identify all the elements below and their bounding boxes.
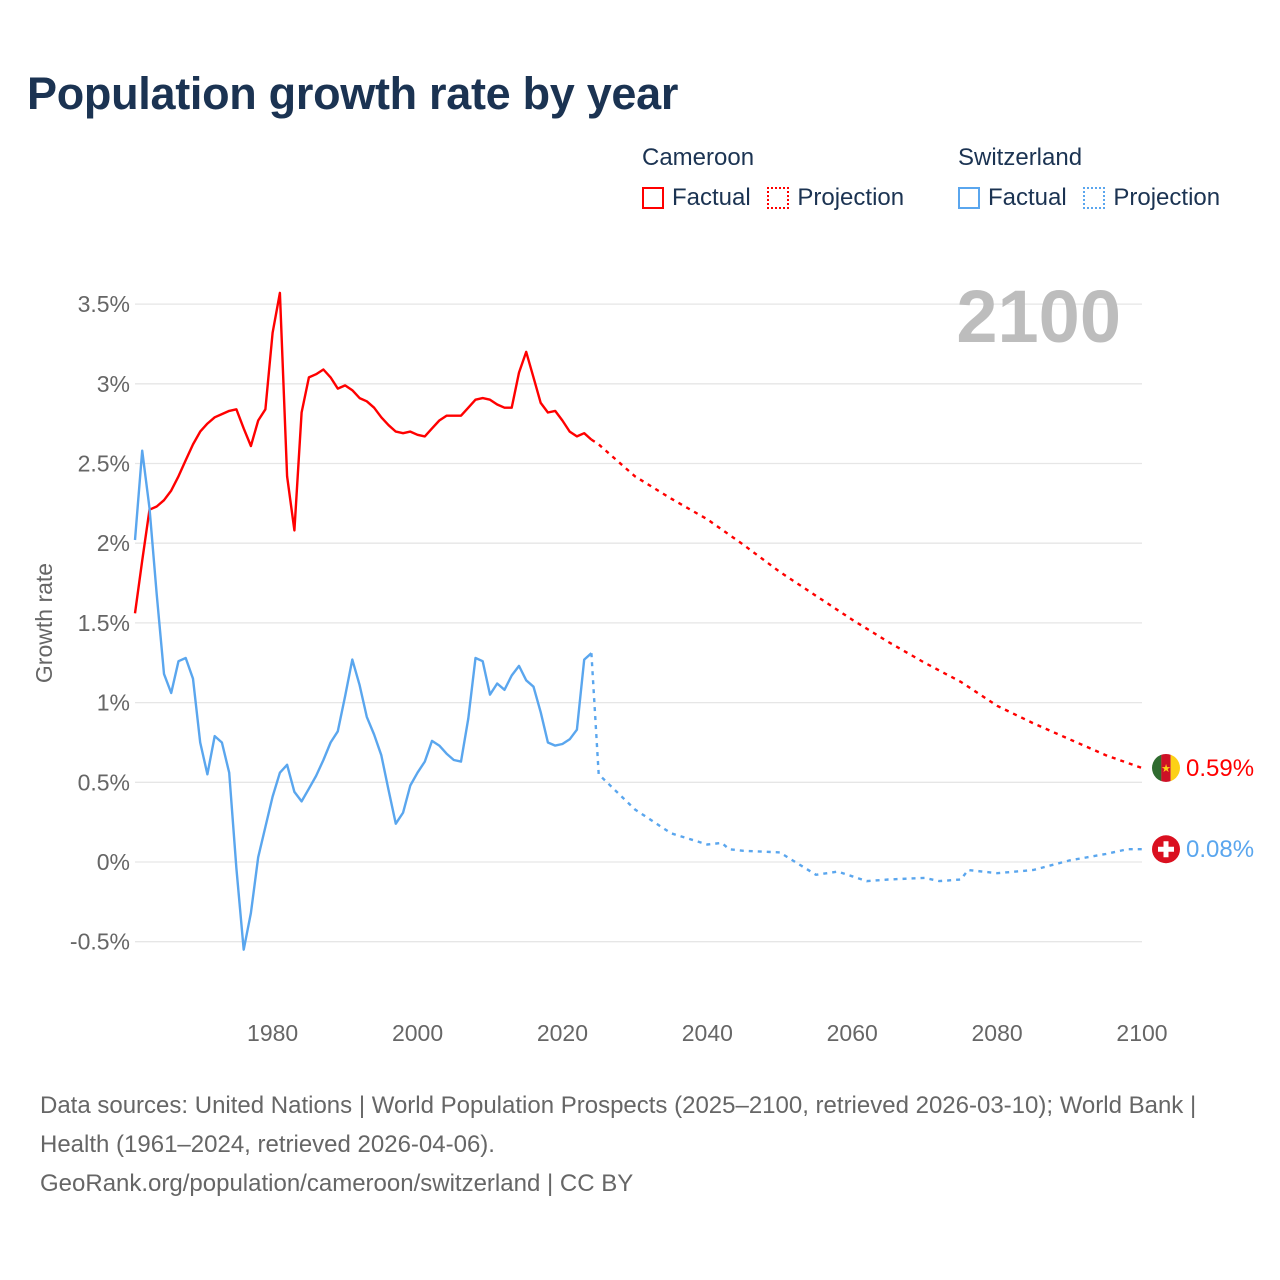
data-sources: Data sources: United Nations | World Pop…: [40, 1092, 1197, 1158]
x-tick-label: 2100: [1116, 1020, 1167, 1046]
attribution: GeoRank.org/population/cameroon/switzerl…: [40, 1170, 634, 1197]
switzerland-end-label: 0.08%: [1186, 836, 1254, 863]
legend-switzerland: Switzerland Factual Projection: [958, 144, 1230, 216]
legend-item-projection[interactable]: Projection: [767, 184, 904, 212]
cameroon-flag-icon: [1152, 753, 1180, 782]
legend-item-projection[interactable]: Projection: [1083, 184, 1220, 212]
y-tick-label: -0.5%: [70, 929, 130, 955]
x-tick-label: 2080: [972, 1020, 1023, 1046]
dotted-swatch-icon: [1083, 187, 1106, 209]
x-tick-label: 1980: [247, 1020, 298, 1046]
x-tick-label: 2000: [392, 1020, 443, 1046]
chart-title: Population growth rate by year: [27, 68, 679, 119]
x-tick-label: 2040: [682, 1020, 733, 1046]
x-tick-label: 2020: [537, 1020, 588, 1046]
legend-label: Projection: [1113, 184, 1221, 211]
y-tick-label: 1%: [97, 690, 130, 716]
switzerland-factual-line: [133, 449, 593, 951]
y-tick-label: 0%: [97, 849, 130, 875]
footer: Data sources: United Nations | World Pop…: [40, 1086, 1240, 1203]
legend-item-factual[interactable]: Factual: [958, 184, 1067, 212]
cross-icon: [1158, 846, 1174, 852]
star-icon: ★: [1161, 763, 1171, 775]
cameroon-projection-line: [590, 438, 1143, 770]
cameroon-end-label: 0.59%: [1186, 755, 1254, 782]
legend-country: Switzerland: [958, 144, 1083, 171]
y-axis-label: Growth rate: [31, 563, 57, 683]
line-chart: -0.5% 0% 0.5% 1% 1.5% 2% 2.5% 3% 3.5% 1980 2000 202…: [31, 275, 1254, 1046]
year-overlay: 2100: [956, 275, 1121, 358]
solid-swatch-icon: [958, 187, 980, 209]
y-tick-label: 2.5%: [78, 451, 130, 477]
legend-country: Cameroon: [642, 144, 755, 171]
cameroon-factual-line: [133, 291, 593, 614]
dotted-swatch-icon: [767, 187, 790, 209]
y-tick-label: 3.5%: [78, 291, 130, 317]
switzerland-projection-line: [590, 653, 1142, 883]
legend-label: Factual: [988, 184, 1067, 211]
y-tick-label: 1.5%: [78, 610, 130, 636]
y-tick-label: 3%: [97, 371, 130, 397]
y-tick-label: 2%: [97, 530, 130, 556]
y-tick-label: 0.5%: [78, 769, 130, 795]
x-tick-label: 2060: [827, 1020, 878, 1046]
legend-label: Factual: [672, 184, 751, 211]
solid-swatch-icon: [642, 187, 664, 209]
legend-item-factual[interactable]: Factual: [642, 184, 751, 212]
legend-cameroon: Cameroon Factual Projection: [642, 144, 914, 216]
legend-label: Projection: [797, 184, 905, 211]
